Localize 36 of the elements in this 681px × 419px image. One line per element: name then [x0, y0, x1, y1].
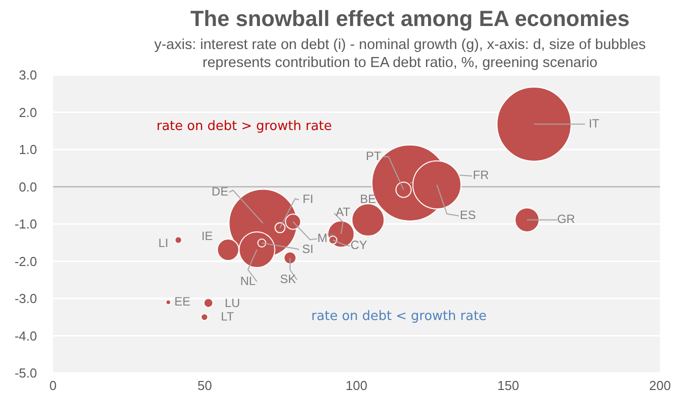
series-label: IE — [201, 228, 213, 243]
series-label: GR — [557, 212, 576, 226]
series-label: BE — [360, 192, 376, 206]
y-tick-label: 3.0 — [18, 68, 37, 83]
y-tick-label: -4.0 — [14, 328, 37, 344]
x-tick-label: 100 — [346, 378, 368, 394]
y-tick-label: 1.0 — [18, 142, 37, 158]
series-label: ES — [460, 208, 476, 222]
series-label: LI — [158, 236, 168, 250]
series-label: DE — [212, 184, 228, 198]
annotation: rate on debt > growth rate — [156, 118, 333, 136]
y-tick-label: 0.0 — [18, 179, 37, 194]
y-tick-label: -3.0 — [14, 291, 37, 306]
series-label: CY — [350, 238, 368, 252]
series-label: EE — [174, 294, 190, 308]
x-tick-label: 0 — [49, 378, 57, 394]
series-label: IT — [588, 116, 600, 130]
y-tick-label: -1.0 — [14, 216, 37, 232]
text: PT — [366, 148, 382, 163]
chart-subtitle: y-axis: interest rate on debt (i) - nominal growth (g), x-axis: d, size of bubbles represents contribution to EA debt ratio, %, greening scenario — [153, 36, 647, 72]
series-label: LU — [224, 296, 240, 310]
y-tick-label: -2.0 — [14, 254, 37, 269]
chart-title: The snowball effect among EA economies — [189, 6, 631, 32]
text: FI — [302, 192, 314, 206]
text: SI — [302, 242, 314, 256]
annotation: rate on debt < growth rate — [310, 308, 488, 326]
y-tick-label: -5.0 — [14, 366, 37, 381]
text: FR — [472, 168, 490, 182]
series-label: NL — [240, 274, 256, 288]
series-label: SK — [280, 272, 296, 286]
series-label: LT — [220, 309, 235, 324]
series-label: AT — [336, 205, 351, 220]
x-tick-label: 150 — [497, 378, 520, 394]
x-tick-label: 50 — [198, 378, 212, 394]
y-tick-label: 2.0 — [18, 104, 37, 120]
x-tick-label: 200 — [649, 378, 671, 394]
